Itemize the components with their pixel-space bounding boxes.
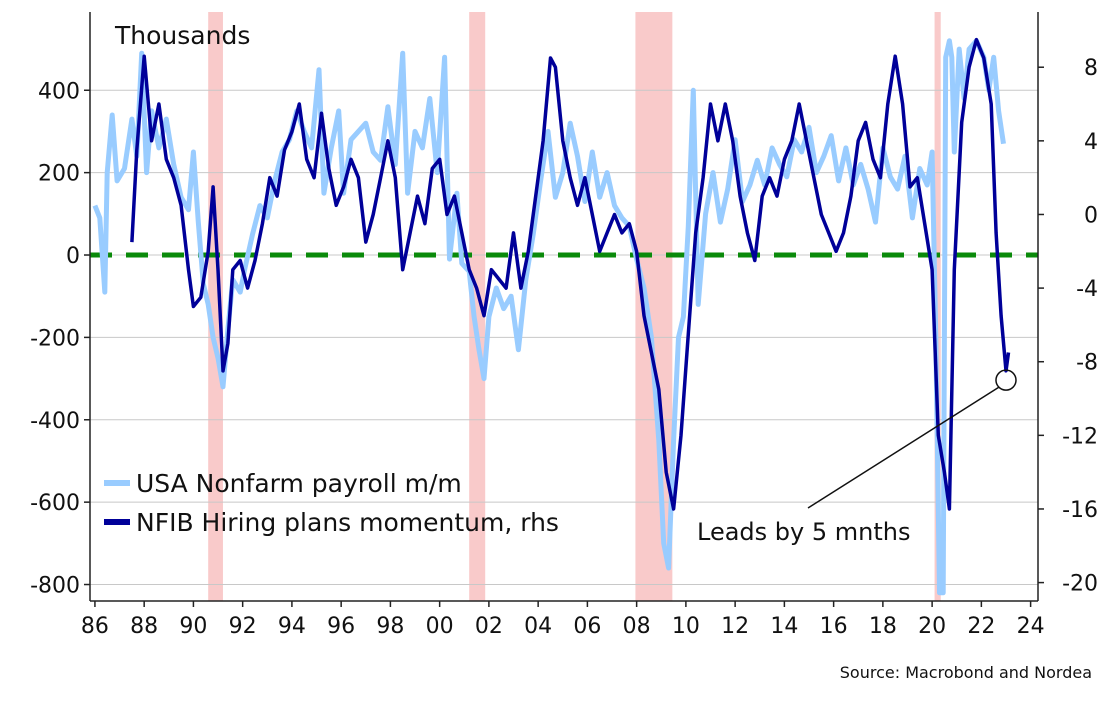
x-tick-label-18: 22 [967, 614, 995, 639]
x-tick-label-4: 94 [278, 614, 306, 639]
left-tick-label-5: -600 [30, 491, 80, 516]
recession-band-1 [469, 12, 486, 601]
series-lines [92, 37, 1011, 596]
source-note: Source: Macrobond and Nordea [840, 663, 1092, 682]
x-tick-label-10: 06 [573, 614, 601, 639]
x-tick-label-6: 98 [376, 614, 404, 639]
x-tick-label-19: 24 [1017, 614, 1045, 639]
legend: USA Nonfarm payroll m/m NFIB Hiring plan… [104, 469, 559, 537]
left-axis-ticks: 400 200 0 -200 -400 -600 -800 [30, 79, 90, 599]
right-tick-label-5: -12 [1062, 424, 1098, 449]
x-tick-label-0: 86 [81, 614, 109, 639]
right-tick-label-6: -16 [1062, 498, 1098, 523]
x-tick-label-15: 16 [820, 614, 848, 639]
recession-band-0 [208, 12, 223, 601]
right-tick-label-2: 0 [1084, 203, 1098, 228]
annotation-text: Leads by 5 mnths [697, 518, 910, 546]
left-tick-label-3: -200 [30, 326, 80, 351]
y-unit-label: Thousands [114, 21, 250, 50]
right-tick-label-7: -20 [1062, 572, 1098, 597]
x-tick-label-3: 92 [229, 614, 257, 639]
left-tick-label-4: -400 [30, 409, 80, 434]
x-tick-label-7: 00 [426, 614, 454, 639]
recession-band-2 [635, 12, 673, 601]
annotation-leader [807, 386, 1000, 509]
left-tick-label-1: 200 [38, 162, 80, 187]
legend-label-nfib: NFIB Hiring plans momentum, rhs [136, 508, 559, 537]
x-tick-label-13: 12 [721, 614, 749, 639]
x-tick-label-16: 18 [869, 614, 897, 639]
legend-label-payroll: USA Nonfarm payroll m/m [136, 469, 462, 498]
x-tick-label-12: 10 [672, 614, 700, 639]
annotation-marker [995, 369, 1017, 391]
left-tick-label-2: 0 [66, 244, 80, 269]
right-tick-label-1: 4 [1084, 130, 1098, 155]
x-tick-label-9: 04 [524, 614, 552, 639]
series-line-1 [130, 37, 1011, 511]
right-axis-ticks: 8 4 0 -4 -8 -12 -16 -20 [1038, 56, 1098, 597]
x-tick-label-17: 20 [918, 614, 946, 639]
x-tick-label-5: 96 [327, 614, 355, 639]
x-tick-label-14: 14 [770, 614, 798, 639]
right-tick-label-4: -8 [1076, 351, 1098, 376]
annotation: Leads by 5 mnths [697, 369, 1017, 546]
left-tick-label-6: -800 [30, 574, 80, 599]
x-tick-label-8: 02 [475, 614, 503, 639]
x-tick-label-11: 08 [623, 614, 651, 639]
left-tick-label-0: 400 [38, 79, 80, 104]
x-tick-label-2: 90 [179, 614, 207, 639]
right-tick-label-0: 8 [1084, 56, 1098, 81]
x-tick-label-1: 88 [130, 614, 158, 639]
right-tick-label-3: -4 [1076, 277, 1098, 302]
x-axis-ticks: 86 88 90 92 94 96 98 00 02 04 06 08 10 12 14 16 18 20 22 24 [81, 601, 1045, 639]
